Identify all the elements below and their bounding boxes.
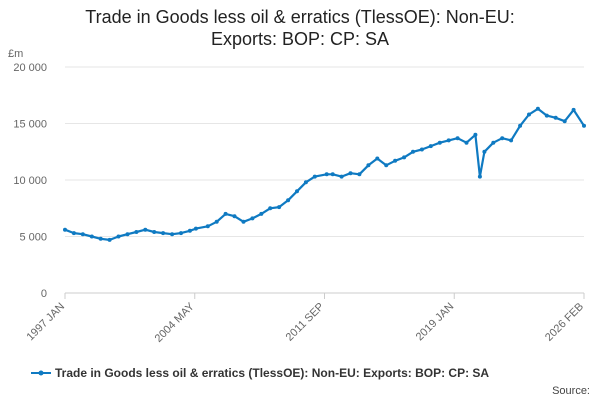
data-point xyxy=(330,172,335,177)
chart-title-line-2: Exports: BOP: CP: SA xyxy=(211,29,389,49)
chart-title-line-1: Trade in Goods less oil & erratics (Tles… xyxy=(85,7,514,27)
legend-marker-swatch xyxy=(38,370,44,376)
data-point xyxy=(170,232,175,237)
data-point xyxy=(562,119,567,124)
data-point xyxy=(384,163,389,168)
y-tick-label: 20 000 xyxy=(13,62,47,74)
data-point xyxy=(553,115,558,120)
x-tick-label: 2004 MAY xyxy=(153,300,198,345)
data-point xyxy=(107,237,112,242)
data-point xyxy=(366,163,371,168)
data-point xyxy=(268,206,273,211)
x-tick-label: 2019 JAN xyxy=(414,301,457,344)
x-tick-label: 2026 FEB xyxy=(543,301,586,344)
data-point xyxy=(402,155,407,160)
x-tick-label: 1997 JAN xyxy=(24,301,67,344)
y-tick-label: 0 xyxy=(41,288,47,300)
data-point xyxy=(324,172,329,177)
data-point xyxy=(477,174,482,179)
data-point xyxy=(214,219,219,224)
y-tick-label: 5 000 xyxy=(19,232,47,244)
data-point xyxy=(348,171,353,176)
data-point xyxy=(491,140,496,145)
data-point xyxy=(152,230,157,234)
data-point xyxy=(187,228,192,233)
x-axis-ticks: 1997 JAN 2004 MAY 2011 SEP 2019 JAN 2026 FEB xyxy=(24,293,586,345)
data-point xyxy=(134,230,139,234)
data-point xyxy=(312,174,317,179)
data-point xyxy=(518,123,523,128)
data-point xyxy=(250,216,255,221)
data-point xyxy=(437,140,442,145)
data-point xyxy=(339,174,344,179)
data-point xyxy=(303,180,308,185)
source-label: Source: xyxy=(552,385,590,397)
y-tick-label: 10 000 xyxy=(13,175,47,187)
series-line xyxy=(64,107,585,241)
data-point xyxy=(464,140,469,145)
data-point xyxy=(500,136,505,141)
data-point xyxy=(98,236,103,241)
data-point xyxy=(544,113,549,118)
data-point xyxy=(527,112,531,117)
data-point xyxy=(143,227,148,232)
data-point xyxy=(205,224,210,229)
y-axis-ticks: 0 5 000 10 000 15 000 20 000 xyxy=(13,62,47,300)
data-point xyxy=(582,123,586,128)
data-point xyxy=(455,136,460,141)
data-point xyxy=(509,138,514,143)
grid-lines xyxy=(65,66,584,294)
data-point xyxy=(535,106,540,111)
data-point xyxy=(446,138,451,143)
data-point xyxy=(357,172,362,177)
y-axis-unit-label: £m xyxy=(8,48,23,60)
y-tick-label: 15 000 xyxy=(13,119,47,131)
data-point xyxy=(116,234,121,239)
data-point xyxy=(571,107,576,112)
data-point xyxy=(286,198,291,203)
data-point xyxy=(411,149,415,154)
data-point xyxy=(241,219,246,224)
data-point xyxy=(232,214,237,219)
data-point xyxy=(193,226,198,231)
data-point xyxy=(80,232,85,237)
data-point xyxy=(89,234,94,239)
data-point xyxy=(259,211,264,216)
legend[interactable]: Trade in Goods less oil & erratics (Tles… xyxy=(31,366,489,380)
data-point xyxy=(419,147,424,152)
x-tick-label: 2011 SEP xyxy=(284,301,327,344)
data-point xyxy=(161,231,166,236)
data-point xyxy=(71,231,76,236)
data-point xyxy=(125,232,130,237)
data-point xyxy=(482,149,487,154)
data-point xyxy=(63,227,67,232)
legend-entry-label: Trade in Goods less oil & erratics (Tles… xyxy=(55,366,489,380)
series-layer xyxy=(63,106,586,242)
data-point xyxy=(428,144,433,149)
data-point xyxy=(277,205,282,210)
data-point xyxy=(295,189,299,194)
data-point xyxy=(179,231,183,236)
data-point xyxy=(223,211,228,216)
data-point xyxy=(393,158,398,163)
data-point xyxy=(375,156,380,161)
data-point xyxy=(473,132,478,137)
